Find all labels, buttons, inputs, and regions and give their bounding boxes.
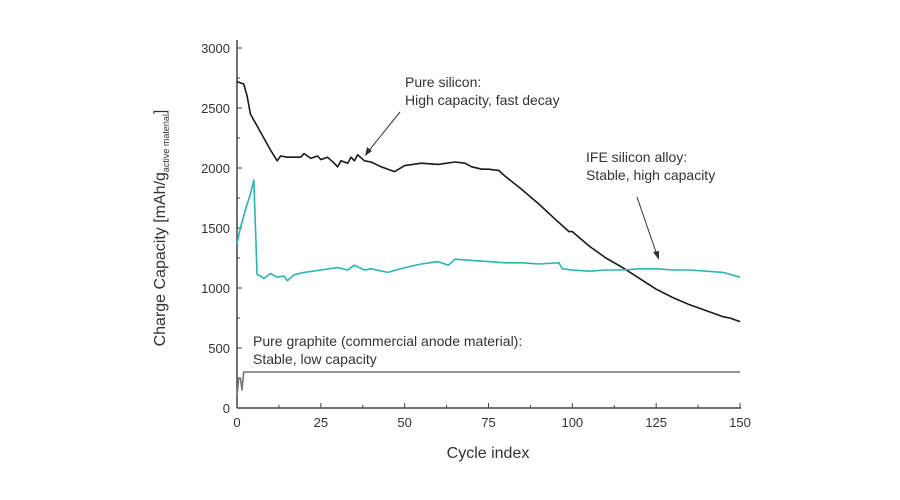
y-axis-label-sub: active material xyxy=(161,114,171,172)
arrowhead-ife xyxy=(653,251,659,260)
annotation-silicon-line2: High capacity, fast decay xyxy=(405,92,560,108)
x-axis-label: Cycle index xyxy=(447,445,530,462)
x-tick-label: 100 xyxy=(561,415,583,430)
y-tick-label: 1500 xyxy=(201,221,230,236)
y-axis-label-close: ] xyxy=(152,110,169,114)
y-axis-label-main: Charge Capacity [mAh/g xyxy=(152,172,169,346)
y-tick-label: 0 xyxy=(223,401,230,416)
y-tick-label: 2000 xyxy=(201,161,230,176)
arrowhead-silicon xyxy=(365,147,372,156)
annotation-ife-line1: IFE silicon alloy: xyxy=(586,149,687,165)
arrow-ife xyxy=(636,196,658,256)
y-tick-label: 3000 xyxy=(201,41,230,56)
series-line-0 xyxy=(236,80,741,323)
x-tick-label: 50 xyxy=(397,415,411,430)
x-tick-label: 25 xyxy=(314,415,328,430)
x-tick-label: 75 xyxy=(481,415,495,430)
arrow-silicon xyxy=(366,111,401,154)
series-line-2 xyxy=(236,371,740,397)
y-tick-label: 1000 xyxy=(201,281,230,296)
x-tick-label: 150 xyxy=(729,415,751,430)
series-group xyxy=(236,80,741,397)
y-tick-label: 2500 xyxy=(201,101,230,116)
annotation-graphite-line2: Stable, low capacity xyxy=(253,351,377,367)
annotation-graphite-line1: Pure graphite (commercial anode material… xyxy=(253,333,522,349)
annotation-silicon-line1: Pure silicon: xyxy=(405,74,481,90)
y-axis-label: Charge Capacity [mAh/gactive material] xyxy=(152,110,171,347)
y-tick-label: 500 xyxy=(208,341,230,356)
x-tick-label: 0 xyxy=(233,415,240,430)
series-line-1 xyxy=(236,179,741,282)
annotation-ife-line2: Stable, high capacity xyxy=(586,167,715,183)
x-tick-label: 125 xyxy=(645,415,667,430)
